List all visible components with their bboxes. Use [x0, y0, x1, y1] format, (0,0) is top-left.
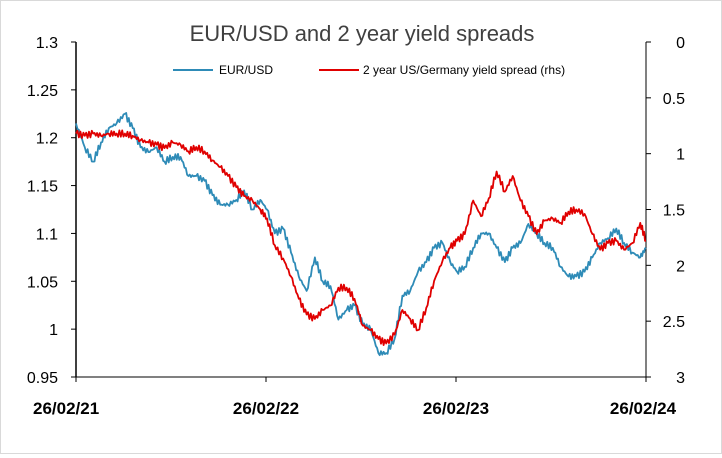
y-tick-label: 1.15	[27, 179, 58, 196]
series-line-yield-spread	[75, 129, 646, 346]
legend: EUR/USD 2 year US/Germany yield spread (r…	[173, 63, 565, 77]
y-tick-label: 0.95	[27, 370, 58, 387]
chart-title: EUR/USD and 2 year yield spreads	[190, 21, 535, 46]
y2-tick-label: 1.5	[663, 203, 685, 220]
x-tick-label: 26/02/23	[423, 399, 489, 418]
y-tick-label: 1.1	[36, 226, 58, 243]
y-tick-label: 1	[49, 322, 58, 339]
y-tick-label: 1.3	[36, 35, 58, 52]
x-tick-label: 26/02/24	[610, 399, 677, 418]
y2-tick-label: 2	[676, 258, 685, 275]
legend-label: EUR/USD	[219, 63, 273, 77]
y2-tick-label: 3	[676, 370, 685, 387]
y-tick-label: 1.05	[27, 274, 58, 291]
axes: 0.95 1 1.05 1.1 1.15 1.2 1.25 1.3 0 0.5 1 1.5 2 2.5 3 2…	[27, 35, 685, 418]
legend-label: 2 year US/Germany yield spread (rhs)	[363, 63, 565, 77]
y2-tick-label: 2.5	[663, 314, 685, 331]
y2-tick-label: 1	[676, 147, 685, 164]
y-tick-label: 1.2	[36, 131, 58, 148]
x-tick-label: 26/02/21	[33, 399, 99, 418]
y-tick-label: 1.25	[27, 83, 58, 100]
y2-tick-label: 0.5	[663, 91, 685, 108]
series-layer	[75, 112, 647, 357]
x-tick-label: 26/02/22	[233, 399, 299, 418]
y2-tick-label: 0	[676, 35, 685, 52]
